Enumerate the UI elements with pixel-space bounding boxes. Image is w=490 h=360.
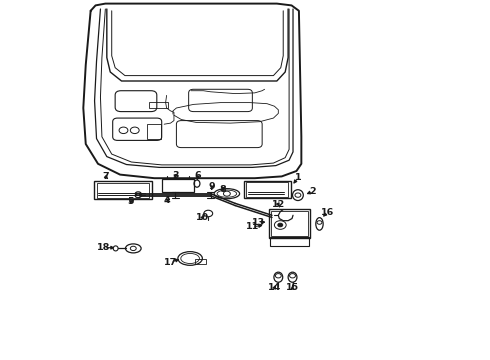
Bar — [270, 237, 309, 246]
Bar — [246, 182, 288, 197]
Text: 9: 9 — [209, 182, 216, 191]
Text: 16: 16 — [320, 208, 334, 217]
Text: 15: 15 — [286, 284, 299, 292]
Bar — [149, 102, 168, 108]
Circle shape — [278, 223, 283, 227]
Bar — [271, 211, 308, 236]
Bar — [269, 209, 310, 238]
Bar — [162, 179, 194, 192]
Text: 6: 6 — [194, 171, 201, 180]
Text: 2: 2 — [309, 187, 316, 196]
Text: 11: 11 — [245, 222, 259, 231]
Text: 17: 17 — [164, 258, 177, 266]
Bar — [244, 181, 291, 198]
Text: 7: 7 — [102, 172, 109, 181]
Text: 10: 10 — [196, 213, 209, 222]
Text: 1: 1 — [294, 174, 301, 183]
Text: 3: 3 — [172, 171, 179, 180]
Text: 14: 14 — [268, 284, 281, 292]
Text: 5: 5 — [127, 197, 134, 206]
Text: 18: 18 — [97, 243, 111, 252]
Text: 4: 4 — [163, 197, 170, 205]
Bar — [147, 124, 161, 139]
Bar — [97, 183, 149, 198]
Text: 12: 12 — [271, 200, 285, 209]
Bar — [94, 181, 152, 199]
Bar — [195, 259, 206, 264]
Text: 8: 8 — [220, 185, 226, 194]
Text: 13: 13 — [252, 217, 265, 227]
